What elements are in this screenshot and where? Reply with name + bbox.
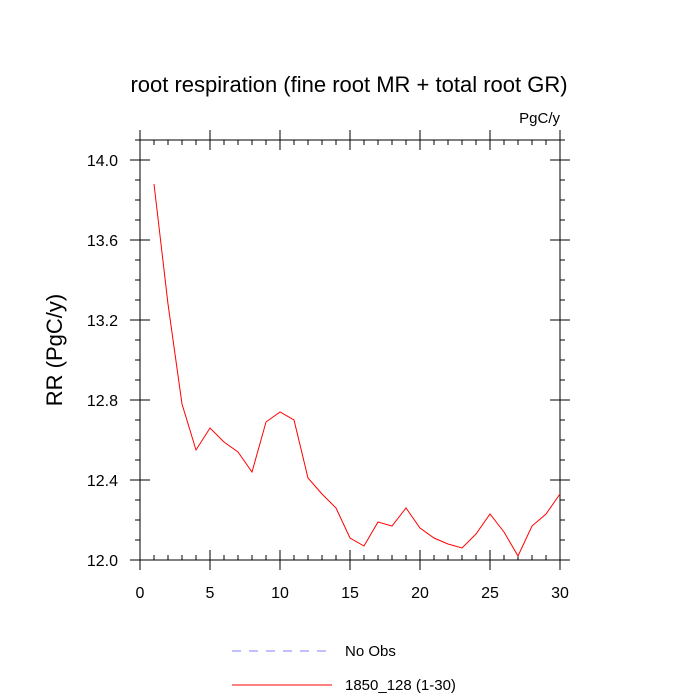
legend-label: 1850_128 (1-30) xyxy=(345,677,456,694)
y-tick-label: 12.4 xyxy=(87,473,118,490)
x-tick-label: 5 xyxy=(206,585,215,602)
chart-title: root respiration (fine root MR + total r… xyxy=(130,72,567,97)
series-group xyxy=(153,183,561,558)
legend-label: No Obs xyxy=(345,643,396,660)
x-tick-label: 15 xyxy=(341,585,359,602)
y-tick-label: 13.2 xyxy=(87,313,118,330)
y-tick-label: 13.6 xyxy=(87,233,118,250)
plot-frame xyxy=(139,139,561,561)
series-line xyxy=(153,183,561,558)
y-tick-label: 12.8 xyxy=(87,393,118,410)
tick-labels: 0 5 10 15 20 25 30 12.0 12.4 12.8 13.2 13.6 14.0 xyxy=(87,153,569,602)
x-tick-label: 25 xyxy=(481,585,499,602)
axis-ticks xyxy=(130,130,570,570)
legend: No Obs 1850_128 (1-30) xyxy=(232,643,456,694)
x-tick-label: 20 xyxy=(411,585,429,602)
y-tick-label: 12.0 xyxy=(87,553,118,570)
x-tick-label: 0 xyxy=(136,585,145,602)
y-axis-label: RR (PgC/y) xyxy=(42,294,67,406)
x-tick-label: 30 xyxy=(551,585,569,602)
x-tick-label: 10 xyxy=(271,585,289,602)
units-label: PgC/y xyxy=(519,110,560,127)
y-tick-label: 14.0 xyxy=(87,153,118,170)
